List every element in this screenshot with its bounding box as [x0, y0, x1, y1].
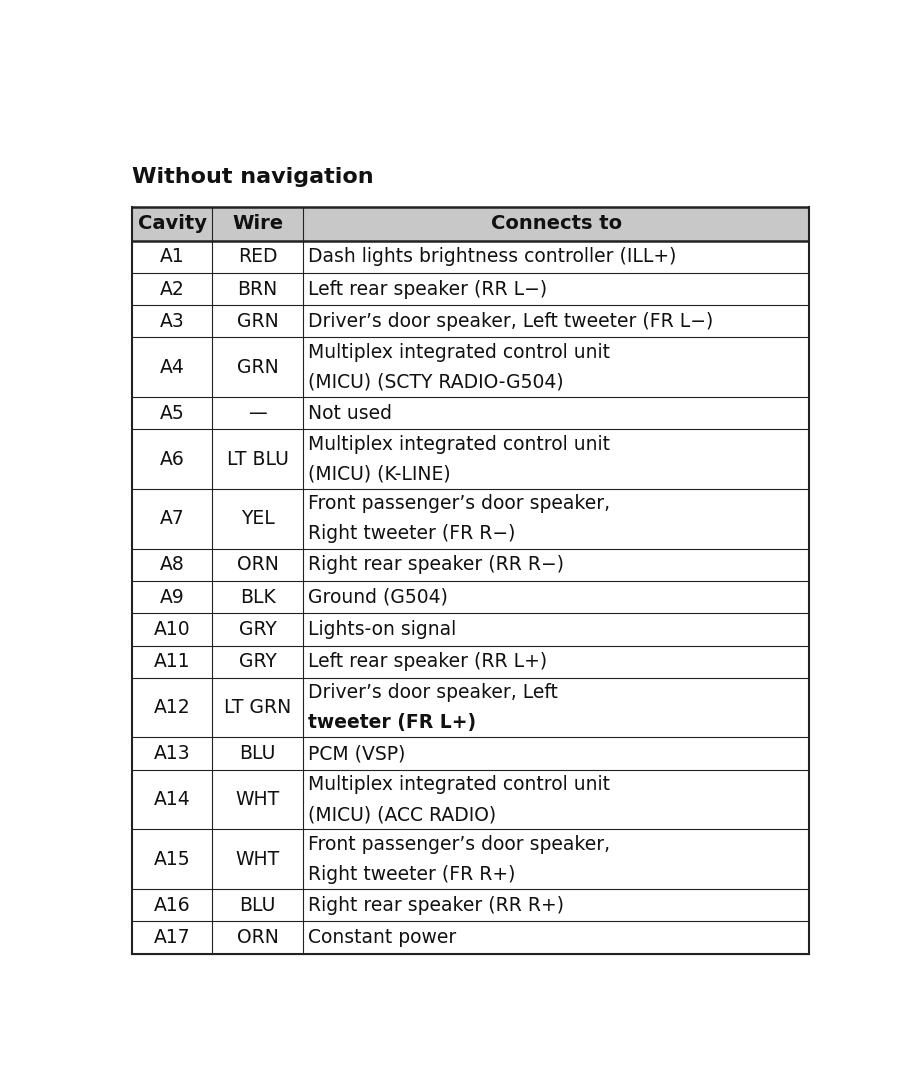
- Text: Not used: Not used: [309, 404, 392, 423]
- Text: WHT: WHT: [235, 850, 280, 869]
- Text: GRN: GRN: [237, 312, 278, 331]
- Text: A10: A10: [154, 620, 191, 639]
- Text: ORN: ORN: [237, 556, 278, 574]
- Text: BRN: BRN: [237, 279, 278, 299]
- Text: Front passenger’s door speaker,: Front passenger’s door speaker,: [309, 835, 610, 853]
- Text: Left rear speaker (RR L−): Left rear speaker (RR L−): [309, 279, 548, 299]
- Text: A9: A9: [159, 588, 184, 606]
- Text: (MICU) (K-LINE): (MICU) (K-LINE): [309, 465, 451, 483]
- Text: A3: A3: [159, 312, 184, 331]
- Text: Left rear speaker (RR L+): Left rear speaker (RR L+): [309, 652, 548, 671]
- Text: Driver’s door speaker, Left tweeter (FR L−): Driver’s door speaker, Left tweeter (FR …: [309, 312, 714, 331]
- Text: Wire: Wire: [232, 215, 283, 233]
- Text: Multiplex integrated control unit: Multiplex integrated control unit: [309, 343, 610, 361]
- Text: tweeter (FR L+): tweeter (FR L+): [309, 713, 476, 732]
- Text: Driver’s door speaker, Left: Driver’s door speaker, Left: [309, 683, 558, 702]
- Text: LT BLU: LT BLU: [227, 450, 289, 468]
- Text: A13: A13: [154, 745, 191, 763]
- Text: WHT: WHT: [235, 790, 280, 809]
- Text: Right rear speaker (RR R−): Right rear speaker (RR R−): [309, 556, 564, 574]
- Text: GRY: GRY: [239, 620, 277, 639]
- Text: Without navigation: Without navigation: [132, 167, 374, 187]
- Text: Dash lights brightness controller (ILL+): Dash lights brightness controller (ILL+): [309, 247, 677, 267]
- Text: A5: A5: [159, 404, 184, 423]
- Text: ORN: ORN: [237, 928, 278, 947]
- Text: A14: A14: [154, 790, 191, 809]
- Text: Multiplex integrated control unit: Multiplex integrated control unit: [309, 775, 610, 794]
- Text: A6: A6: [159, 450, 184, 468]
- Text: Multiplex integrated control unit: Multiplex integrated control unit: [309, 435, 610, 454]
- Text: YEL: YEL: [241, 509, 275, 529]
- Text: Front passenger’s door speaker,: Front passenger’s door speaker,: [309, 494, 610, 514]
- Text: Lights-on signal: Lights-on signal: [309, 620, 457, 639]
- Text: Cavity: Cavity: [137, 215, 207, 233]
- Text: PCM (VSP): PCM (VSP): [309, 745, 406, 763]
- Text: Right rear speaker (RR R+): Right rear speaker (RR R+): [309, 896, 564, 915]
- Text: BLU: BLU: [240, 896, 276, 915]
- Text: —: —: [248, 404, 267, 423]
- Text: A17: A17: [154, 928, 191, 947]
- Text: GRN: GRN: [237, 358, 278, 377]
- Text: (MICU) (ACC RADIO): (MICU) (ACC RADIO): [309, 805, 496, 824]
- Text: RED: RED: [238, 247, 278, 267]
- Text: A7: A7: [159, 509, 184, 529]
- Text: A15: A15: [154, 850, 191, 869]
- Bar: [132, 207, 809, 241]
- Text: A12: A12: [154, 698, 191, 718]
- Text: Right tweeter (FR R+): Right tweeter (FR R+): [309, 864, 516, 884]
- Text: (MICU) (SCTY RADIO-G504): (MICU) (SCTY RADIO-G504): [309, 372, 564, 392]
- Bar: [132, 207, 809, 954]
- Text: A11: A11: [154, 652, 191, 671]
- Text: Right tweeter (FR R−): Right tweeter (FR R−): [309, 524, 516, 544]
- Text: Ground (G504): Ground (G504): [309, 588, 448, 606]
- Text: A16: A16: [154, 896, 191, 915]
- Text: LT GRN: LT GRN: [224, 698, 291, 718]
- Text: A2: A2: [159, 279, 184, 299]
- Text: A8: A8: [159, 556, 184, 574]
- Text: GRY: GRY: [239, 652, 277, 671]
- Text: A1: A1: [159, 247, 184, 267]
- Text: BLK: BLK: [240, 588, 276, 606]
- Text: BLU: BLU: [240, 745, 276, 763]
- Text: A4: A4: [159, 358, 185, 377]
- Text: Connects to: Connects to: [491, 215, 622, 233]
- Text: Constant power: Constant power: [309, 928, 457, 947]
